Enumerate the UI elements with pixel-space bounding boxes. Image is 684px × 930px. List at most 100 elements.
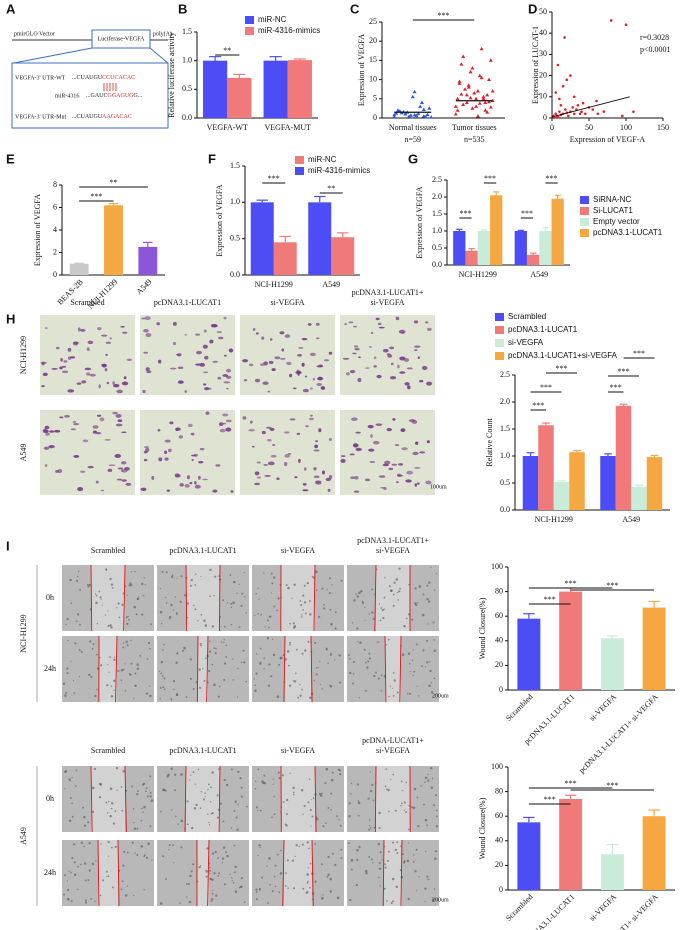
cell (411, 618, 414, 621)
bar (600, 638, 624, 690)
cell (383, 596, 386, 599)
cell (254, 787, 257, 790)
cell (94, 694, 97, 698)
cell (171, 574, 174, 577)
cell (117, 669, 120, 673)
cell (149, 795, 152, 798)
cell (271, 890, 274, 893)
cell (303, 584, 306, 587)
cell (310, 798, 312, 801)
cell (403, 861, 405, 864)
cell (330, 809, 332, 811)
cell (125, 482, 132, 486)
bar (538, 425, 554, 510)
cell (434, 850, 438, 853)
cell (334, 611, 337, 614)
cell (405, 811, 408, 814)
cell (393, 679, 396, 682)
cell (427, 779, 430, 782)
x-tick-label: Normal tissues (389, 123, 437, 132)
cell (218, 422, 224, 427)
cell (203, 679, 206, 682)
data-point (475, 114, 480, 118)
cell (113, 658, 116, 661)
cell (424, 781, 426, 784)
wound-edge (382, 839, 385, 907)
cell (315, 667, 318, 669)
wt-label: VEGFA-3' UTR-WT (15, 75, 66, 81)
cell (130, 584, 133, 587)
cell (230, 606, 233, 609)
cell (302, 887, 305, 890)
data-point (485, 110, 490, 114)
cell (381, 609, 384, 612)
cell (198, 461, 204, 464)
cell (80, 328, 86, 332)
cell (197, 620, 199, 622)
cell (70, 871, 72, 874)
cell (339, 824, 342, 827)
cell (135, 613, 138, 616)
significance-label: *** (606, 781, 618, 790)
cell (177, 380, 184, 384)
cell (87, 821, 90, 824)
cell (426, 824, 428, 827)
cell (271, 638, 274, 640)
cell (140, 807, 143, 810)
cell (298, 347, 304, 349)
cell (365, 872, 368, 875)
cell (185, 696, 188, 698)
cell (349, 793, 352, 795)
cell (352, 673, 355, 675)
significance-label: *** (633, 349, 645, 358)
cell (159, 902, 163, 905)
cell (147, 842, 150, 845)
cell (387, 354, 393, 358)
panel-label: A (6, 1, 16, 16)
cell (202, 798, 206, 801)
y-axis-label: Expression of VEGFA (357, 34, 366, 106)
cell (256, 461, 261, 464)
wound-edge (115, 635, 118, 703)
cell (248, 429, 255, 432)
data-point (459, 92, 464, 96)
cell (377, 322, 382, 326)
cell (308, 778, 311, 781)
cell (226, 387, 229, 390)
cell (328, 592, 332, 595)
cell (134, 852, 136, 854)
cell (422, 803, 425, 806)
cell (82, 439, 89, 443)
cell (364, 869, 368, 873)
y-tick-label: 50 (539, 7, 547, 16)
cell (407, 652, 411, 655)
y-tick-label: 0.0 (432, 260, 442, 269)
cell (424, 666, 427, 668)
cell (379, 851, 382, 854)
cell (288, 684, 292, 687)
data-point (483, 100, 488, 105)
cell (133, 894, 135, 897)
column-header: pcDNA3.1-LUCAT1+ (357, 536, 429, 545)
cell (186, 602, 190, 605)
cell (240, 795, 244, 798)
cell (221, 857, 225, 860)
cell (117, 467, 124, 470)
cell (140, 819, 143, 822)
column-header: pcDNA3.1-LUCAT1 (169, 746, 236, 755)
cell (204, 657, 207, 660)
cell (86, 583, 89, 586)
cell (378, 475, 386, 478)
cell (325, 822, 327, 824)
data-point (632, 110, 635, 113)
cell (62, 682, 66, 685)
wound-area (285, 636, 311, 702)
cell (329, 890, 332, 893)
cell (392, 694, 395, 697)
cell (120, 469, 124, 473)
cell (84, 879, 87, 882)
cell (392, 841, 395, 844)
bar (559, 798, 583, 890)
cell (168, 843, 171, 847)
cell (100, 664, 103, 667)
